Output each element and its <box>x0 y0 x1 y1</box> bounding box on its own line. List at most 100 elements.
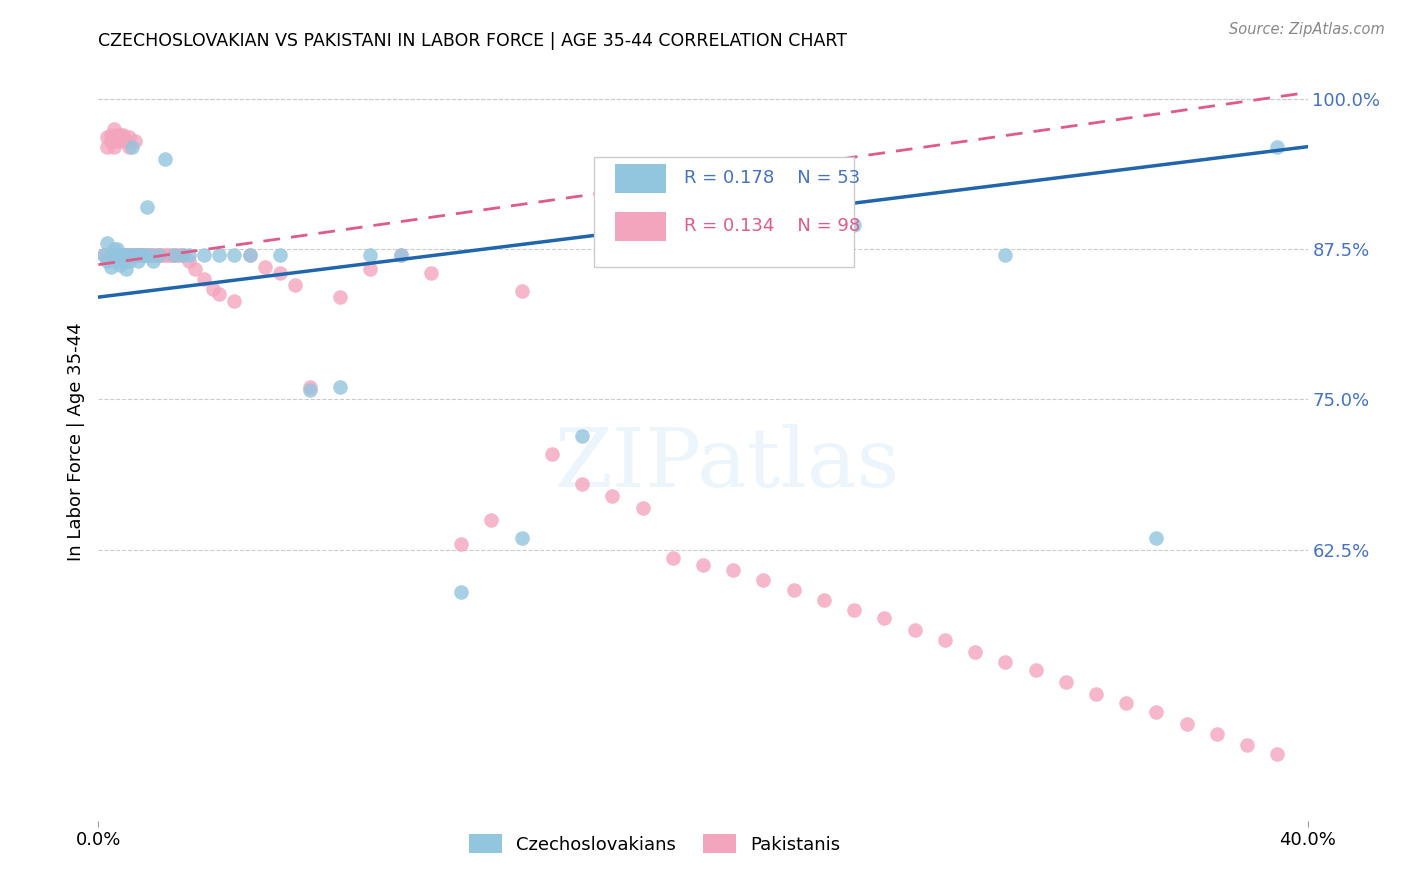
Point <box>96 235 118 250</box>
Point <box>132 248 155 262</box>
Point <box>142 248 165 262</box>
Point <box>96 139 118 153</box>
Point <box>631 248 654 262</box>
Point <box>269 248 291 262</box>
Point <box>172 248 194 262</box>
Point <box>111 128 134 142</box>
Point <box>510 531 533 545</box>
Point <box>127 248 149 262</box>
Point <box>299 380 322 394</box>
FancyBboxPatch shape <box>614 164 665 193</box>
Legend: Czechoslovakians, Pakistanis: Czechoslovakians, Pakistanis <box>463 827 848 861</box>
Point <box>103 242 125 256</box>
Point <box>127 248 149 262</box>
Point <box>139 248 162 262</box>
Point <box>202 282 225 296</box>
Point <box>510 284 533 298</box>
Point <box>124 248 146 262</box>
Point <box>1267 139 1289 153</box>
Point <box>360 248 382 262</box>
Point <box>1144 706 1167 720</box>
Point <box>103 254 125 268</box>
Point <box>103 139 125 153</box>
Point <box>103 121 125 136</box>
Y-axis label: In Labor Force | Age 35-44: In Labor Force | Age 35-44 <box>66 322 84 561</box>
Point <box>450 537 472 551</box>
Point <box>124 248 146 262</box>
Point <box>994 655 1017 669</box>
Point <box>169 248 191 262</box>
Point <box>100 260 122 274</box>
Point <box>239 248 262 262</box>
Point <box>661 551 683 566</box>
Point <box>1085 687 1108 701</box>
Point <box>111 248 134 262</box>
Point <box>224 248 246 262</box>
Text: R = 0.178    N = 53: R = 0.178 N = 53 <box>683 169 860 187</box>
Point <box>105 248 128 262</box>
Point <box>184 262 207 277</box>
Point <box>148 248 170 262</box>
Point <box>934 633 956 648</box>
Point <box>108 134 131 148</box>
Text: R = 0.134    N = 98: R = 0.134 N = 98 <box>683 218 860 235</box>
Point <box>166 248 188 262</box>
Point <box>208 286 231 301</box>
Point <box>135 200 157 214</box>
Text: ZIPatlas: ZIPatlas <box>554 425 900 504</box>
Point <box>118 139 141 153</box>
Point <box>93 248 115 262</box>
Point <box>132 248 155 262</box>
Point <box>360 262 382 277</box>
Point <box>114 248 136 262</box>
Point <box>124 248 146 262</box>
Point <box>105 242 128 256</box>
Point <box>103 248 125 262</box>
Point <box>329 290 352 304</box>
Point <box>118 254 141 268</box>
Point <box>145 248 167 262</box>
Point <box>1054 675 1077 690</box>
Point <box>100 134 122 148</box>
Point <box>783 582 806 597</box>
Point <box>148 248 170 262</box>
Point <box>105 248 128 262</box>
Point <box>299 383 322 397</box>
Point <box>193 248 215 262</box>
Point <box>1024 663 1046 677</box>
Point <box>129 248 152 262</box>
Point <box>450 585 472 599</box>
Point <box>111 248 134 262</box>
Point <box>114 262 136 277</box>
Point <box>1206 727 1229 741</box>
Point <box>844 218 866 232</box>
Point <box>172 248 194 262</box>
Point <box>129 248 152 262</box>
Point <box>1267 747 1289 762</box>
Point <box>1144 531 1167 545</box>
Point <box>1236 738 1258 752</box>
Point <box>692 224 714 238</box>
Point <box>602 489 624 503</box>
Point <box>163 248 186 262</box>
Point <box>100 248 122 262</box>
Point <box>118 248 141 262</box>
Point <box>127 248 149 262</box>
Point <box>179 248 201 262</box>
Point <box>114 134 136 148</box>
Point <box>108 128 131 142</box>
Point <box>108 248 131 262</box>
Point <box>129 248 152 262</box>
Point <box>389 248 412 262</box>
Point <box>121 248 143 262</box>
Point <box>111 248 134 262</box>
Point <box>179 254 201 268</box>
Point <box>631 500 654 515</box>
Point <box>105 128 128 142</box>
Point <box>132 248 155 262</box>
Point <box>111 254 134 268</box>
Point <box>124 134 146 148</box>
Point <box>96 130 118 145</box>
Point <box>105 134 128 148</box>
Point <box>108 130 131 145</box>
